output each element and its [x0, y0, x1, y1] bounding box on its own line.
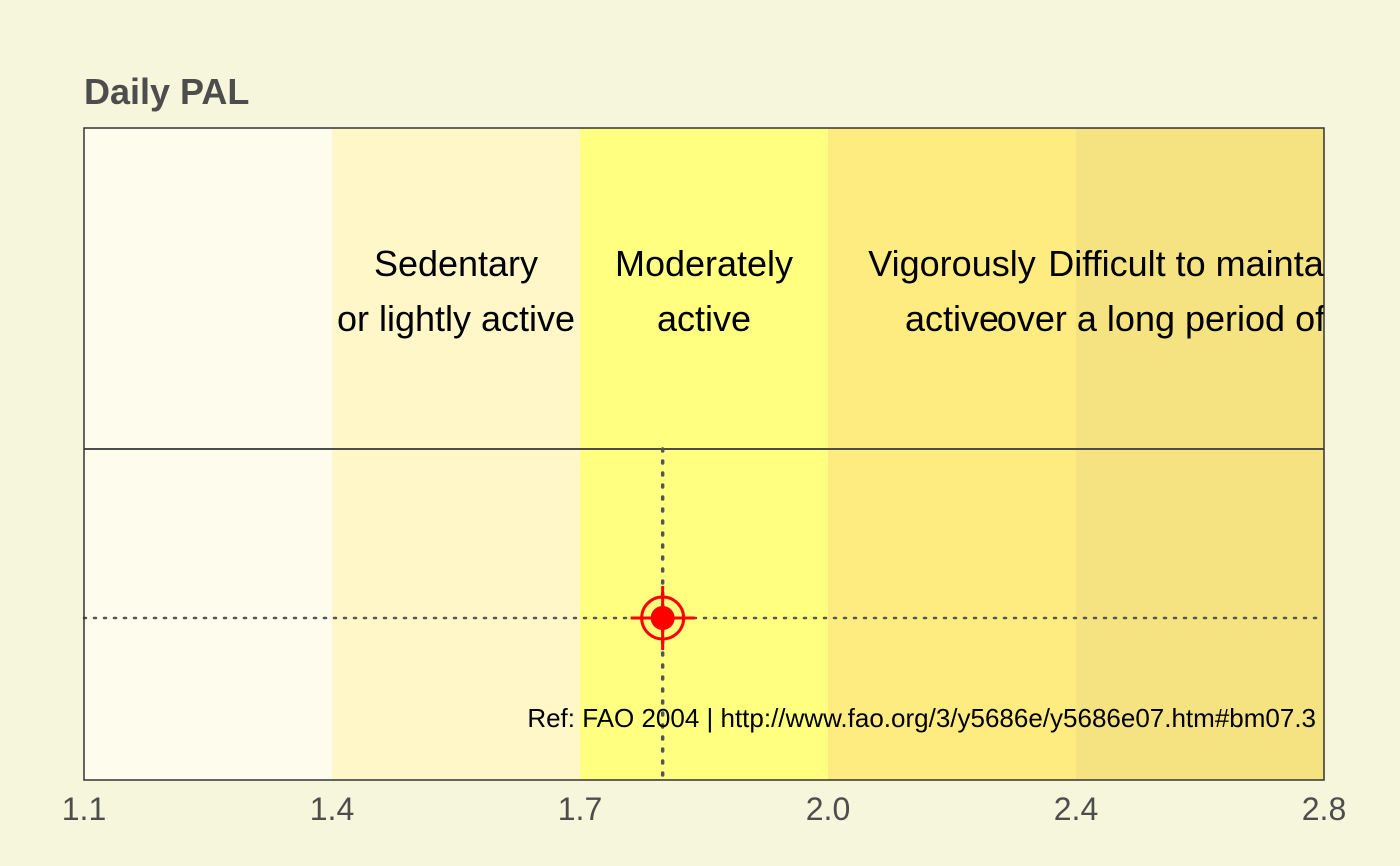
band-label-3-line-0: Vigorously	[868, 243, 1035, 284]
band-label-2: Moderately active	[615, 243, 793, 339]
reference-note: Ref: FAO 2004 | http://www.fao.org/3/y56…	[527, 703, 1316, 733]
band-1	[332, 128, 580, 780]
plot-border	[83, 127, 1325, 781]
chart-title: Daily PAL	[84, 71, 249, 112]
band-label-1-line-0: Sedentary	[374, 243, 538, 284]
x-tick-label-2: 1.7	[558, 791, 602, 827]
band-label-1-line-1: or lightly active	[337, 298, 575, 339]
pal-marker	[630, 586, 695, 650]
band-label-4-line-1: over a long period of time	[997, 298, 1400, 339]
x-tick-label-1: 1.4	[310, 791, 354, 827]
band-label-3: Vigorously active	[868, 243, 1035, 339]
band-label-4-line-0: Difficult to maintain	[1048, 243, 1351, 284]
band-label-2-line-0: Moderately	[615, 243, 793, 284]
band-2	[580, 128, 828, 780]
x-tick-label-4: 2.4	[1054, 791, 1098, 827]
band-label-3-line-1: active	[905, 298, 999, 339]
x-tick-label-0: 1.1	[62, 791, 106, 827]
x-tick-label-3: 2.0	[806, 791, 850, 827]
band-label-2-line-1: active	[657, 298, 751, 339]
band-3	[828, 128, 1076, 780]
band-label-4: Difficult to maintain over a long period …	[997, 243, 1400, 339]
band-4	[1076, 128, 1324, 780]
band-0	[84, 128, 332, 780]
x-tick-label-5: 2.8	[1302, 791, 1346, 827]
band-label-1: Sedentary or lightly active	[337, 243, 575, 339]
